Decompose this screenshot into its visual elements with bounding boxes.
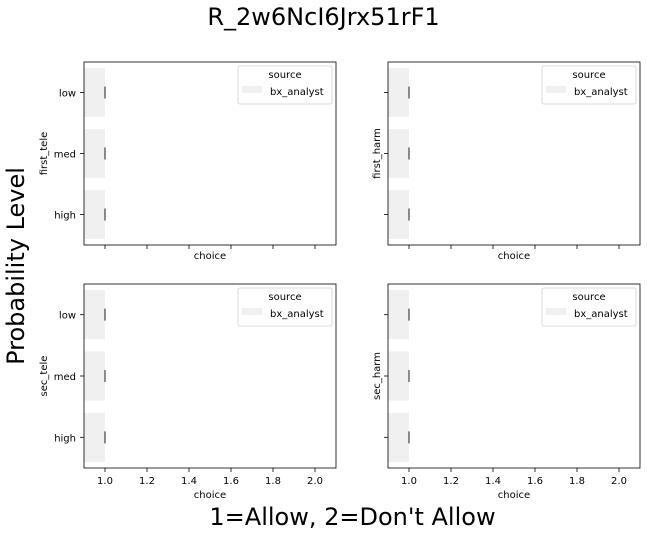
xtick-label-2.0: 2.0 — [611, 476, 627, 487]
legend-title: source — [268, 292, 301, 303]
x-axis-label: choice — [194, 251, 226, 262]
xtick-label-1.0: 1.0 — [97, 476, 113, 487]
legend: source bx_analyst — [237, 287, 333, 327]
legend: source bx_analyst — [541, 287, 637, 327]
legend-label: bx_analyst — [270, 309, 324, 320]
y-axis-label: first_harm — [372, 128, 383, 179]
xtick-label-1.4: 1.4 — [181, 476, 197, 487]
legend-label: bx_analyst — [574, 309, 628, 320]
ytick-label-low: low — [59, 89, 76, 100]
legend: source bx_analyst — [541, 65, 637, 105]
bar-low — [84, 68, 105, 117]
subplot-1: low med high choice first_tele source bx_analy… — [39, 61, 337, 262]
axes-frame — [387, 283, 641, 469]
y-axis-label: sec_harm — [372, 352, 383, 400]
ytick-label-med: med — [54, 150, 76, 161]
ytick-label-high: high — [54, 433, 76, 444]
legend-swatch — [242, 86, 262, 93]
legend-box — [237, 65, 333, 105]
legend-swatch — [242, 308, 262, 315]
subplot-3: low med high 1.0 1.2 1.4 1.6 1.8 2.0 choice sec_te… — [39, 283, 337, 501]
legend-label: bx_analyst — [574, 87, 628, 98]
legend-swatch — [546, 308, 566, 315]
legend-box — [541, 287, 637, 327]
bar-med — [388, 129, 409, 178]
xtick-label-1.8: 1.8 — [569, 476, 585, 487]
bar-high — [84, 190, 105, 239]
subplot-2: choice first_harm source bx_analyst — [372, 61, 641, 262]
bar-low — [388, 290, 409, 340]
bar-high — [388, 412, 409, 462]
xtick-label-1.4: 1.4 — [485, 476, 501, 487]
xtick-label-1.6: 1.6 — [527, 476, 543, 487]
bar-low — [388, 68, 409, 117]
axes-frame — [83, 61, 337, 246]
subplot-4: 1.0 1.2 1.4 1.6 1.8 2.0 choice sec_harm source bx… — [372, 283, 641, 501]
xtick-label-2.0: 2.0 — [307, 476, 323, 487]
axes-frame — [83, 283, 337, 469]
legend-label: bx_analyst — [270, 87, 324, 98]
xtick-label-1.6: 1.6 — [223, 476, 239, 487]
bar-med — [388, 351, 409, 401]
bar-high — [84, 412, 105, 462]
y-axis-label: sec_tele — [39, 356, 50, 397]
legend-box — [541, 65, 637, 105]
bar-med — [84, 351, 105, 401]
legend-title: source — [572, 292, 605, 303]
x-axis-label: choice — [498, 490, 530, 501]
bar-med — [84, 129, 105, 178]
legend-title: source — [268, 70, 301, 81]
ytick-label-high: high — [54, 211, 76, 222]
y-axis-label: first_tele — [39, 132, 50, 176]
xtick-label-1.0: 1.0 — [401, 476, 417, 487]
legend-box — [237, 287, 333, 327]
legend-title: source — [572, 70, 605, 81]
xtick-label-1.2: 1.2 — [139, 476, 155, 487]
bar-low — [84, 290, 105, 340]
xtick-label-1.2: 1.2 — [443, 476, 459, 487]
x-axis-label: choice — [194, 490, 226, 501]
xtick-label-1.8: 1.8 — [265, 476, 281, 487]
ytick-label-low: low — [59, 311, 76, 322]
x-axis-label: choice — [498, 251, 530, 262]
legend-swatch — [546, 86, 566, 93]
axes-frame — [387, 61, 641, 246]
bar-high — [388, 190, 409, 239]
figure-suptitle: R_2w6NcI6Jrx51rF1 — [207, 3, 440, 31]
ytick-label-med: med — [54, 372, 76, 383]
figure-x-label: 1=Allow, 2=Don't Allow — [209, 503, 496, 531]
legend: source bx_analyst — [237, 65, 333, 105]
